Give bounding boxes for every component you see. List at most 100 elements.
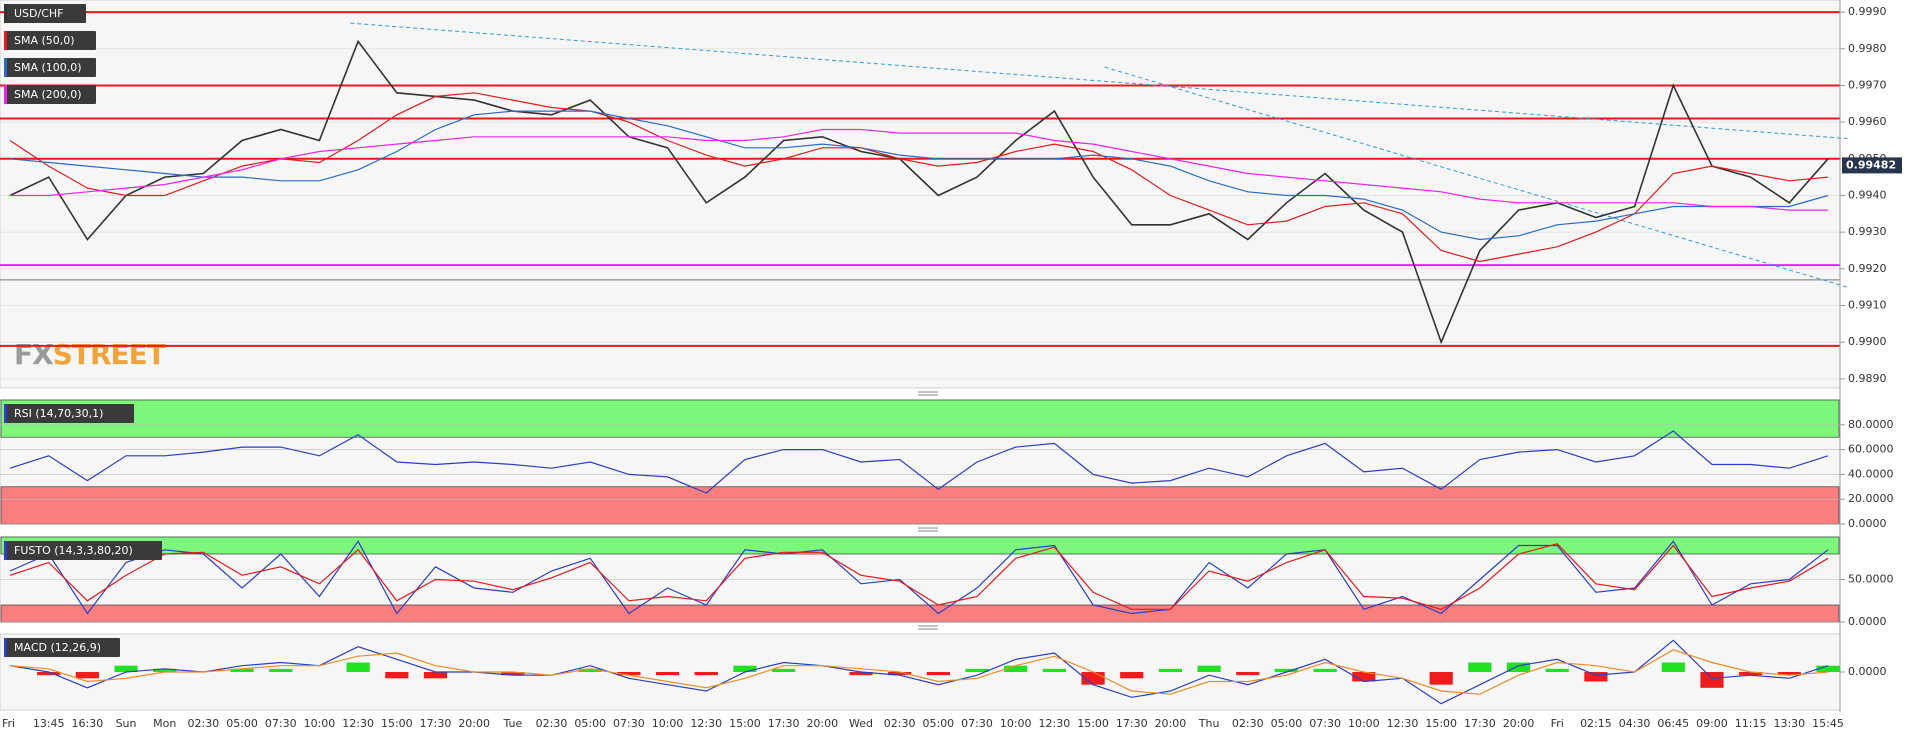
panel-background bbox=[0, 633, 1841, 711]
histogram-bar bbox=[772, 668, 796, 672]
y-tick-label: 0.0000 bbox=[1848, 615, 1887, 628]
legend-entry-box bbox=[4, 58, 96, 77]
series-line bbox=[9, 39, 1829, 345]
histogram-bar bbox=[1004, 665, 1028, 672]
x-tick-label: 07:30 bbox=[265, 717, 297, 730]
series-line bbox=[9, 110, 1829, 241]
x-tick-label: 13:30 bbox=[1773, 717, 1805, 730]
histogram-bar bbox=[926, 672, 950, 676]
legend-entry-stripe bbox=[4, 58, 7, 77]
x-tick-label: 02:30 bbox=[188, 717, 220, 730]
x-tick-label: 10:00 bbox=[652, 717, 684, 730]
y-tick-label: 0.9900 bbox=[1848, 335, 1887, 348]
x-tick-label: 02:15 bbox=[1580, 717, 1612, 730]
x-tick-label: 20:00 bbox=[1503, 717, 1535, 730]
histogram-bar bbox=[385, 672, 409, 679]
x-tick-label: 05:00 bbox=[574, 717, 606, 730]
histogram-bar bbox=[1661, 662, 1685, 672]
y-tick-label: 50.0000 bbox=[1848, 573, 1894, 586]
x-tick-label: 05:00 bbox=[226, 717, 258, 730]
histogram-bar bbox=[694, 672, 718, 676]
histogram-bar bbox=[1468, 662, 1492, 672]
series-line bbox=[9, 430, 1829, 494]
x-tick-label: 17:30 bbox=[420, 717, 452, 730]
panel-background bbox=[0, 0, 1841, 389]
histogram-bar bbox=[965, 668, 989, 672]
histogram-bar bbox=[1429, 672, 1453, 685]
series-line bbox=[9, 649, 1829, 695]
histogram-bar bbox=[655, 672, 680, 676]
series-line bbox=[9, 92, 1829, 263]
histogram-bar bbox=[423, 672, 448, 679]
histogram-bar bbox=[1506, 662, 1531, 672]
panel-title-stripe bbox=[4, 638, 7, 657]
x-tick-label: Sun bbox=[116, 717, 137, 730]
panel-title: MACD (12,26,9) bbox=[14, 641, 101, 654]
x-tick-label: Thu bbox=[1198, 717, 1220, 730]
x-tick-label: 02:30 bbox=[1232, 717, 1264, 730]
histogram-bar bbox=[1545, 668, 1569, 672]
x-tick-label: 04:30 bbox=[1619, 717, 1651, 730]
y-tick-label: 0.9970 bbox=[1848, 78, 1887, 91]
x-tick-label: 12:30 bbox=[342, 717, 374, 730]
y-tick-label: 80.0000 bbox=[1848, 418, 1894, 431]
x-tick-label: 12:30 bbox=[1039, 717, 1071, 730]
series-line bbox=[9, 540, 1829, 615]
histogram-bar bbox=[1739, 672, 1763, 676]
watermark: FXSTREET bbox=[14, 338, 166, 371]
histogram-bar bbox=[153, 668, 177, 672]
y-tick-label: 0.9910 bbox=[1848, 298, 1887, 311]
x-tick-label: 06:45 bbox=[1657, 717, 1689, 730]
y-tick-label: 60.0000 bbox=[1848, 443, 1894, 456]
x-tick-label: 02:30 bbox=[536, 717, 568, 730]
y-tick-label: 0.9990 bbox=[1848, 5, 1887, 18]
x-tick-label: 05:00 bbox=[1271, 717, 1303, 730]
x-tick-label: 09:00 bbox=[1696, 717, 1728, 730]
legend-entry-box bbox=[4, 85, 96, 104]
x-tick-label: 15:00 bbox=[729, 717, 761, 730]
panel-title: FUSTO (14,3,3,80,20) bbox=[14, 544, 133, 557]
x-tick-label: 10:00 bbox=[1000, 717, 1032, 730]
y-tick-label: 0.0000 bbox=[1848, 665, 1887, 678]
x-tick-label: 17:30 bbox=[768, 717, 800, 730]
histogram-bar bbox=[75, 672, 99, 679]
legend-entry: SMA (50,0) bbox=[14, 34, 75, 47]
y-tick-label: 0.9960 bbox=[1848, 115, 1887, 128]
y-tick-label: 40.0000 bbox=[1848, 467, 1894, 480]
trend-line bbox=[1104, 66, 1848, 288]
panel-title-stripe bbox=[4, 404, 7, 423]
y-tick-label: 0.9890 bbox=[1848, 372, 1887, 385]
zone bbox=[0, 399, 1840, 438]
trend-line bbox=[350, 22, 1848, 140]
x-tick-label: Wed bbox=[849, 717, 873, 730]
x-tick-label: 10:00 bbox=[1348, 717, 1380, 730]
legend-entry-box bbox=[4, 4, 86, 23]
panel-title: RSI (14,70,30,1) bbox=[14, 407, 103, 420]
x-tick-label: 15:00 bbox=[1077, 717, 1109, 730]
histogram-bar bbox=[1352, 672, 1376, 682]
histogram-bar bbox=[1816, 665, 1840, 672]
y-tick-label: 20.0000 bbox=[1848, 492, 1894, 505]
zone bbox=[0, 604, 1840, 623]
x-tick-label: 15:45 bbox=[1812, 717, 1844, 730]
histogram-bar bbox=[230, 668, 254, 672]
x-tick-label: 17:30 bbox=[1464, 717, 1496, 730]
histogram-bar bbox=[849, 672, 873, 676]
y-tick-label: 0.9930 bbox=[1848, 225, 1887, 238]
last-price-label: 0.99482 bbox=[1846, 158, 1896, 171]
x-tick-label: 20:00 bbox=[458, 717, 490, 730]
x-tick-label: Fri bbox=[1551, 717, 1564, 730]
histogram-bar bbox=[1584, 672, 1608, 682]
panel-title-box bbox=[4, 404, 134, 423]
histogram-bar bbox=[501, 672, 525, 676]
x-tick-label: 12:30 bbox=[690, 717, 722, 730]
y-tick-label: 0.9940 bbox=[1848, 188, 1887, 201]
x-tick-label: 17:30 bbox=[1116, 717, 1148, 730]
x-tick-label: 02:30 bbox=[884, 717, 916, 730]
x-tick-label: 20:00 bbox=[1155, 717, 1187, 730]
histogram-bar bbox=[733, 665, 757, 672]
series-line bbox=[10, 128, 1828, 211]
panel-title-box bbox=[4, 638, 120, 657]
x-tick-label: 15:00 bbox=[381, 717, 413, 730]
histogram-bar bbox=[1313, 668, 1337, 672]
